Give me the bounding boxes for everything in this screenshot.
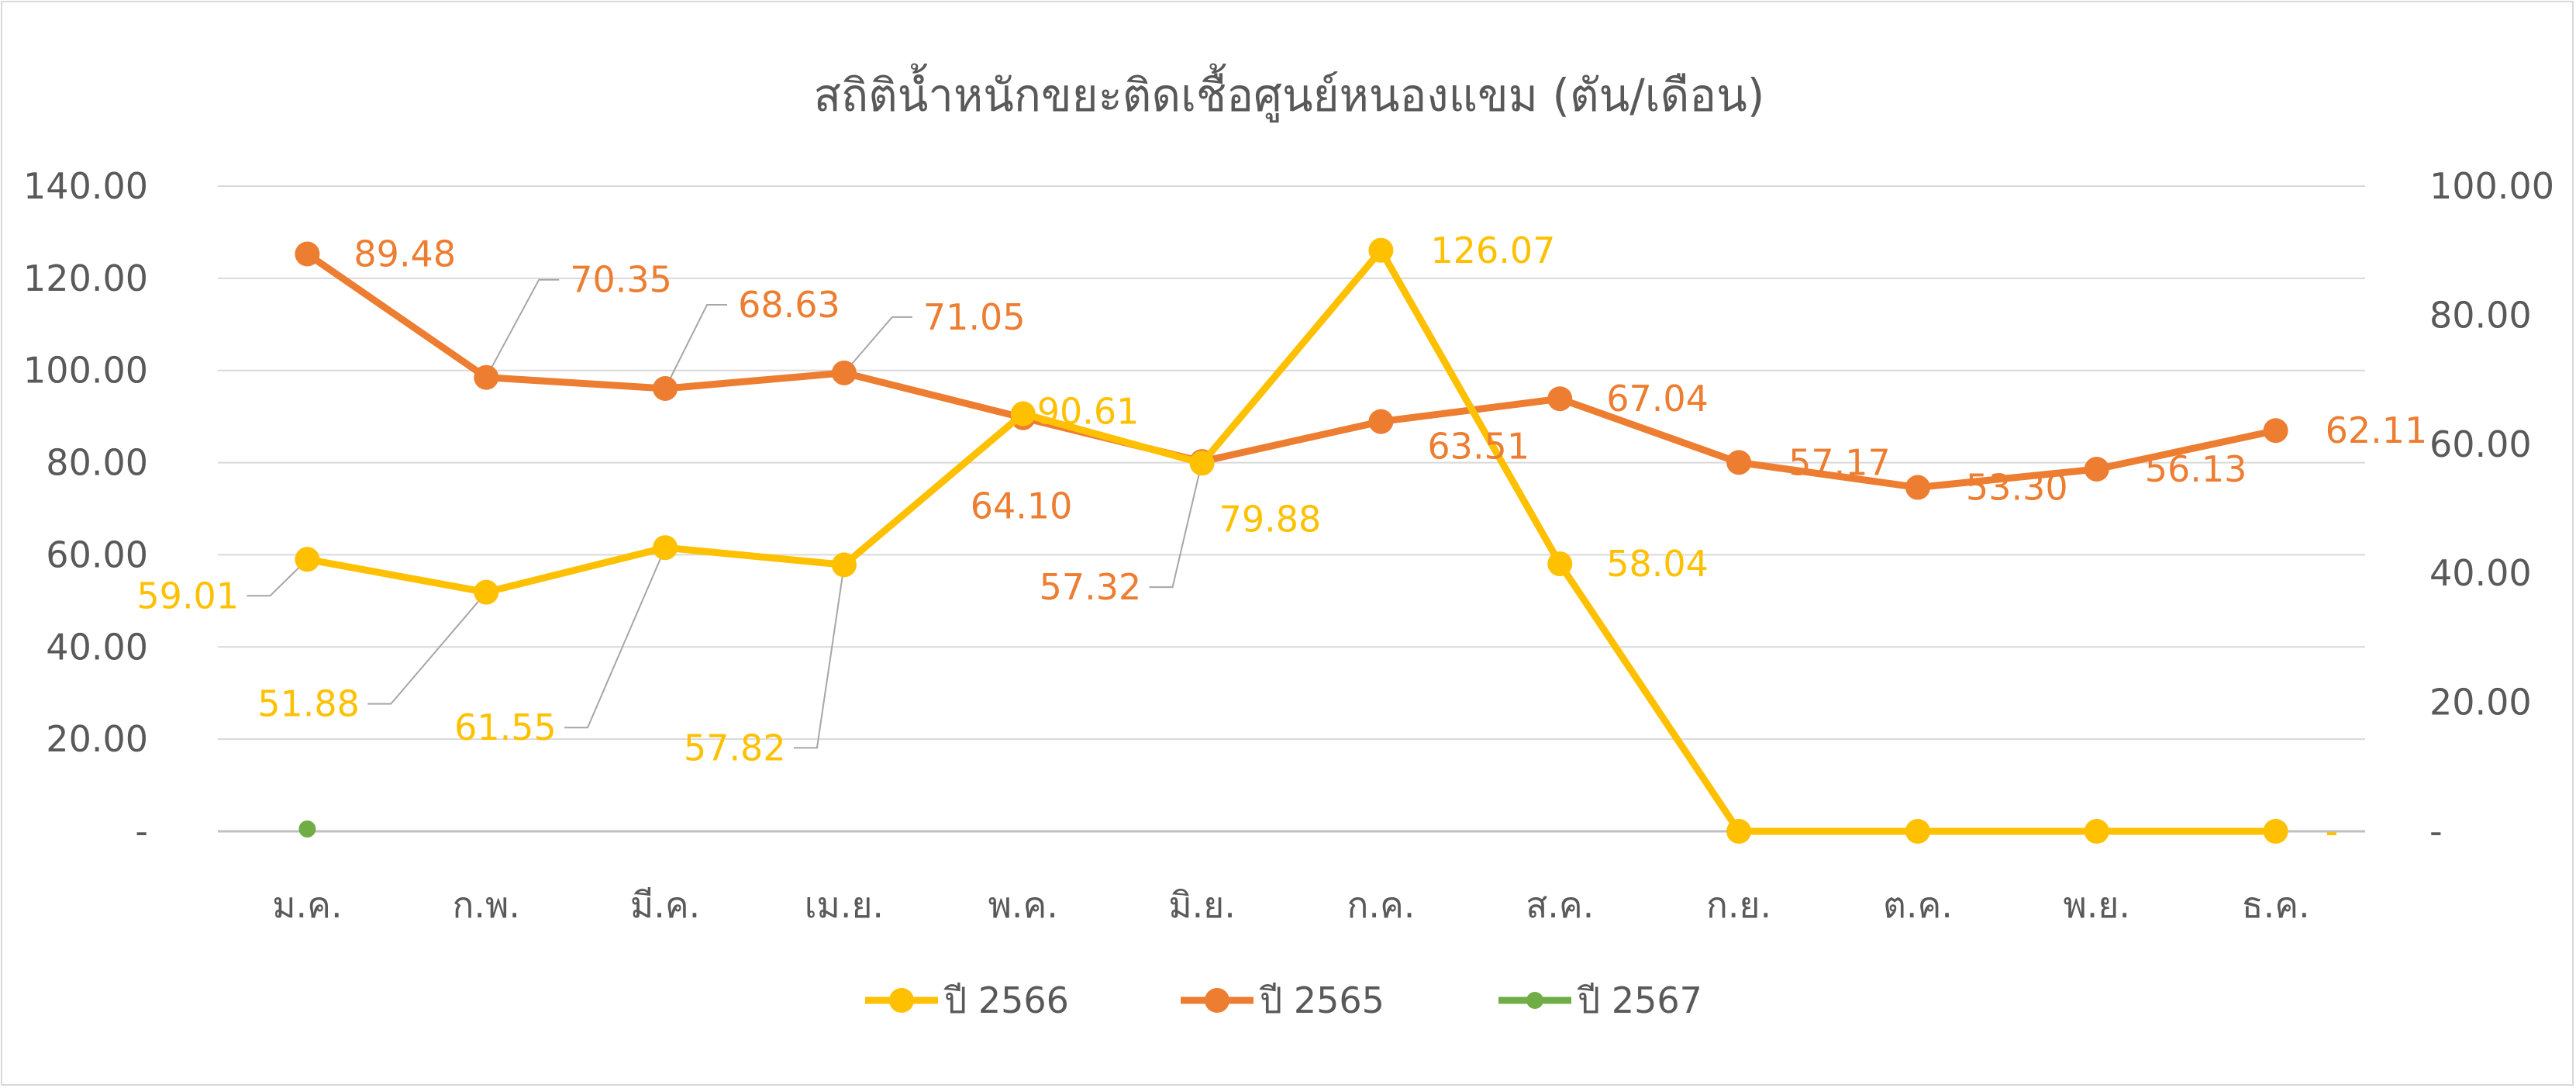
data-label: 56.13 (2145, 448, 2247, 490)
right-axis: - 20.00 40.00 60.00 80.00 100.00 (2429, 165, 2554, 852)
data-point (1547, 386, 1573, 412)
right-tick-label: 100.00 (2429, 165, 2554, 207)
data-labels: 59.01 51.88 61.55 57.82 90.61 79.88 126.07 58.0… (136, 230, 2427, 852)
data-label: 71.05 (923, 296, 1026, 338)
category-label: ก.ย. (1706, 884, 1771, 926)
category-label: มี.ค. (630, 884, 700, 926)
category-label: มิ.ย. (1168, 884, 1236, 926)
data-label: 70.35 (570, 259, 672, 301)
series-line (303, 250, 2280, 492)
data-point (653, 375, 678, 401)
left-tick-label: 140.00 (23, 165, 148, 207)
right-tick-label: - (2429, 810, 2443, 852)
data-label: 59.01 (136, 575, 239, 617)
data-point (295, 547, 320, 572)
category-label: พ.ค. (988, 884, 1058, 926)
category-label: ก.พ. (453, 884, 520, 926)
leader-line (843, 316, 912, 374)
legend-swatch-marker (1526, 992, 1543, 1009)
data-point (653, 535, 678, 561)
legend-label: ปี 2567 (1577, 979, 1702, 1021)
category-label: พ.ย. (2063, 884, 2130, 926)
category-label: ม.ค. (272, 884, 342, 926)
data-label: 64.10 (971, 485, 1073, 527)
category-label: ส.ค. (1526, 884, 1594, 926)
data-label: 90.61 (1037, 391, 1140, 433)
leader-line (485, 278, 560, 378)
category-label: ธ.ค. (2242, 884, 2310, 926)
data-point (1726, 450, 1752, 475)
data-point (2263, 819, 2288, 844)
left-tick-label: 100.00 (23, 350, 148, 392)
leader-line (793, 565, 845, 749)
left-axis: - 20.00 40.00 60.00 80.00 100.00 120.00 140.00 (23, 165, 148, 852)
leader-line (367, 592, 488, 705)
left-tick-label: 40.00 (46, 626, 148, 668)
data-point (298, 820, 316, 838)
data-point (831, 552, 857, 578)
legend-swatch-marker (1205, 988, 1229, 1013)
data-point (1010, 401, 1036, 427)
data-point (1905, 475, 1930, 500)
right-tick-label: 80.00 (2429, 294, 2532, 336)
legend-item: ปี 2566 (865, 979, 1069, 1021)
data-label: 67.04 (1606, 378, 1709, 420)
leader-line (564, 547, 667, 729)
legend-item: ปี 2567 (1498, 979, 1702, 1021)
data-label: 63.51 (1427, 426, 1529, 468)
data-point (1726, 819, 1752, 844)
right-tick-label: 20.00 (2429, 682, 2532, 724)
left-tick-label: 20.00 (46, 718, 148, 760)
data-point (474, 364, 499, 390)
data-point (295, 241, 320, 267)
category-label: ก.ค. (1347, 884, 1415, 926)
data-label: 61.55 (454, 706, 557, 748)
data-point (1368, 237, 1394, 263)
data-point (1905, 819, 1930, 844)
data-label: 57.32 (1040, 566, 1142, 608)
category-axis: ม.ค. ก.พ. มี.ค. เม.ย. พ.ค. มิ.ย. ก.ค. ส.ค. ก.ย. ต… (272, 884, 2309, 926)
data-point (2263, 418, 2288, 444)
right-tick-label: 60.00 (2429, 423, 2532, 465)
data-label: 62.11 (2326, 409, 2428, 451)
left-tick-label: 60.00 (46, 534, 148, 575)
series-line (303, 247, 2280, 835)
data-label: 53.30 (1966, 467, 2068, 509)
data-point (1189, 451, 1215, 476)
data-label: 79.88 (1219, 498, 1322, 540)
chart-title: สถิติน้ำหนักขยะติดเชื้อศูนย์หนองแขม (ตัน… (814, 64, 1765, 123)
data-label: - (2326, 810, 2339, 852)
leader-line (1149, 461, 1203, 589)
leader-line (247, 558, 309, 597)
data-label: 57.82 (684, 727, 786, 769)
legend-label: ปี 2566 (943, 979, 1069, 1021)
left-tick-label: 120.00 (23, 257, 148, 299)
series-lines (295, 237, 2288, 844)
data-label: 51.88 (257, 683, 360, 725)
data-point (2084, 819, 2109, 844)
data-label: 126.07 (1430, 230, 1555, 271)
data-point (831, 360, 857, 385)
legend-swatch-marker (889, 988, 914, 1013)
right-tick-label: 40.00 (2429, 552, 2532, 594)
data-point (2084, 456, 2109, 482)
data-label: 89.48 (353, 233, 456, 275)
data-label: 68.63 (738, 284, 840, 326)
legend-item: ปี 2565 (1181, 979, 1385, 1021)
left-tick-label: 80.00 (46, 442, 148, 484)
data-point (1368, 409, 1394, 434)
legend: ปี 2566 ปี 2565 ปี 2567 (865, 979, 1702, 1021)
data-point (1547, 551, 1573, 577)
data-point (474, 579, 499, 605)
leader-line (664, 303, 728, 389)
leader-lines (247, 278, 1203, 749)
data-label: 57.17 (1788, 441, 1891, 483)
legend-label: ปี 2565 (1259, 979, 1385, 1021)
category-label: ต.ค. (1883, 884, 1953, 926)
category-label: เม.ย. (805, 884, 884, 926)
left-tick-label: - (135, 810, 148, 852)
data-label: 58.04 (1606, 543, 1709, 585)
